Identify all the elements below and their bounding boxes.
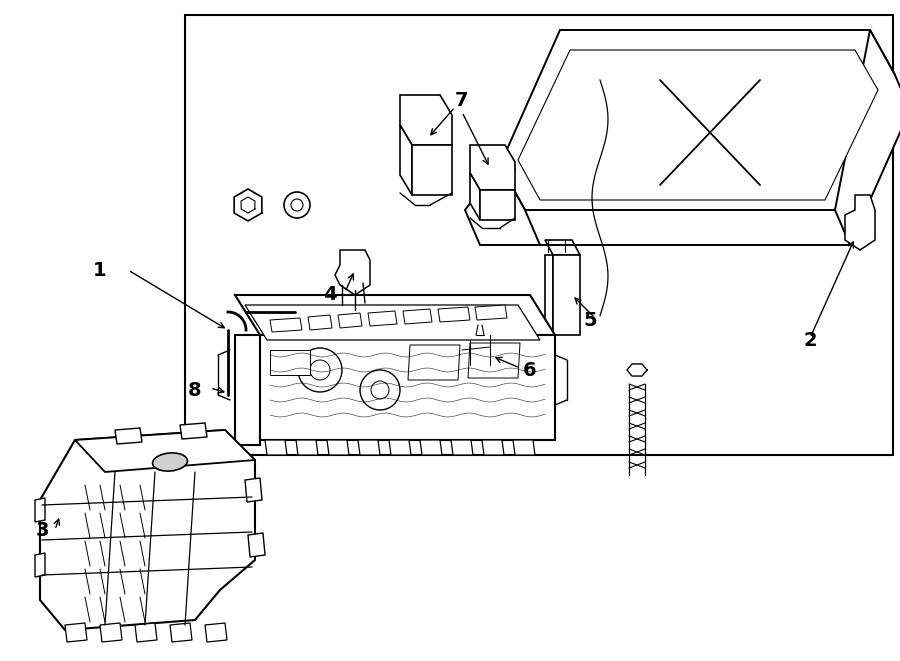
Polygon shape bbox=[270, 318, 302, 332]
Polygon shape bbox=[545, 240, 580, 255]
Polygon shape bbox=[400, 125, 412, 195]
Polygon shape bbox=[518, 50, 878, 200]
Polygon shape bbox=[270, 350, 310, 375]
Text: 8: 8 bbox=[188, 381, 202, 399]
Polygon shape bbox=[475, 305, 507, 320]
Polygon shape bbox=[235, 335, 260, 445]
Polygon shape bbox=[368, 311, 397, 326]
Polygon shape bbox=[245, 478, 262, 502]
Polygon shape bbox=[553, 255, 580, 335]
Polygon shape bbox=[451, 440, 473, 455]
Polygon shape bbox=[545, 255, 553, 335]
Text: 2: 2 bbox=[803, 330, 817, 350]
Polygon shape bbox=[180, 423, 207, 439]
Polygon shape bbox=[470, 145, 515, 190]
Text: 3: 3 bbox=[35, 520, 49, 539]
Polygon shape bbox=[468, 343, 520, 378]
Polygon shape bbox=[35, 553, 45, 577]
Polygon shape bbox=[500, 30, 895, 210]
Polygon shape bbox=[338, 313, 362, 328]
Ellipse shape bbox=[152, 453, 187, 471]
Polygon shape bbox=[35, 498, 45, 522]
Polygon shape bbox=[296, 440, 318, 455]
Polygon shape bbox=[65, 623, 87, 642]
Polygon shape bbox=[205, 623, 227, 642]
Polygon shape bbox=[480, 190, 515, 220]
Text: 4: 4 bbox=[323, 286, 337, 305]
Polygon shape bbox=[358, 440, 380, 455]
Polygon shape bbox=[513, 440, 535, 455]
Polygon shape bbox=[492, 155, 515, 180]
Polygon shape bbox=[389, 440, 411, 455]
Polygon shape bbox=[235, 295, 555, 335]
Polygon shape bbox=[248, 533, 265, 557]
Polygon shape bbox=[412, 145, 452, 195]
Polygon shape bbox=[835, 30, 900, 245]
Polygon shape bbox=[482, 440, 504, 455]
Polygon shape bbox=[400, 95, 452, 145]
Polygon shape bbox=[115, 428, 142, 444]
Polygon shape bbox=[40, 430, 255, 630]
Polygon shape bbox=[408, 345, 460, 380]
Polygon shape bbox=[100, 623, 122, 642]
Polygon shape bbox=[75, 430, 255, 472]
Polygon shape bbox=[845, 195, 875, 250]
Text: 1: 1 bbox=[94, 260, 107, 280]
Polygon shape bbox=[265, 440, 287, 455]
Polygon shape bbox=[170, 623, 192, 642]
Circle shape bbox=[292, 305, 298, 311]
Polygon shape bbox=[460, 325, 510, 375]
Text: 7: 7 bbox=[455, 91, 469, 110]
Polygon shape bbox=[465, 165, 540, 245]
Polygon shape bbox=[245, 305, 540, 340]
Polygon shape bbox=[438, 307, 470, 322]
Polygon shape bbox=[420, 440, 442, 455]
Text: 6: 6 bbox=[523, 360, 536, 379]
Polygon shape bbox=[308, 315, 332, 330]
Polygon shape bbox=[135, 623, 157, 642]
Polygon shape bbox=[260, 335, 555, 440]
Polygon shape bbox=[403, 309, 432, 324]
Polygon shape bbox=[335, 250, 370, 295]
Bar bbox=[185, 15, 893, 455]
Text: 5: 5 bbox=[583, 311, 597, 329]
Polygon shape bbox=[470, 173, 480, 220]
Polygon shape bbox=[327, 440, 349, 455]
